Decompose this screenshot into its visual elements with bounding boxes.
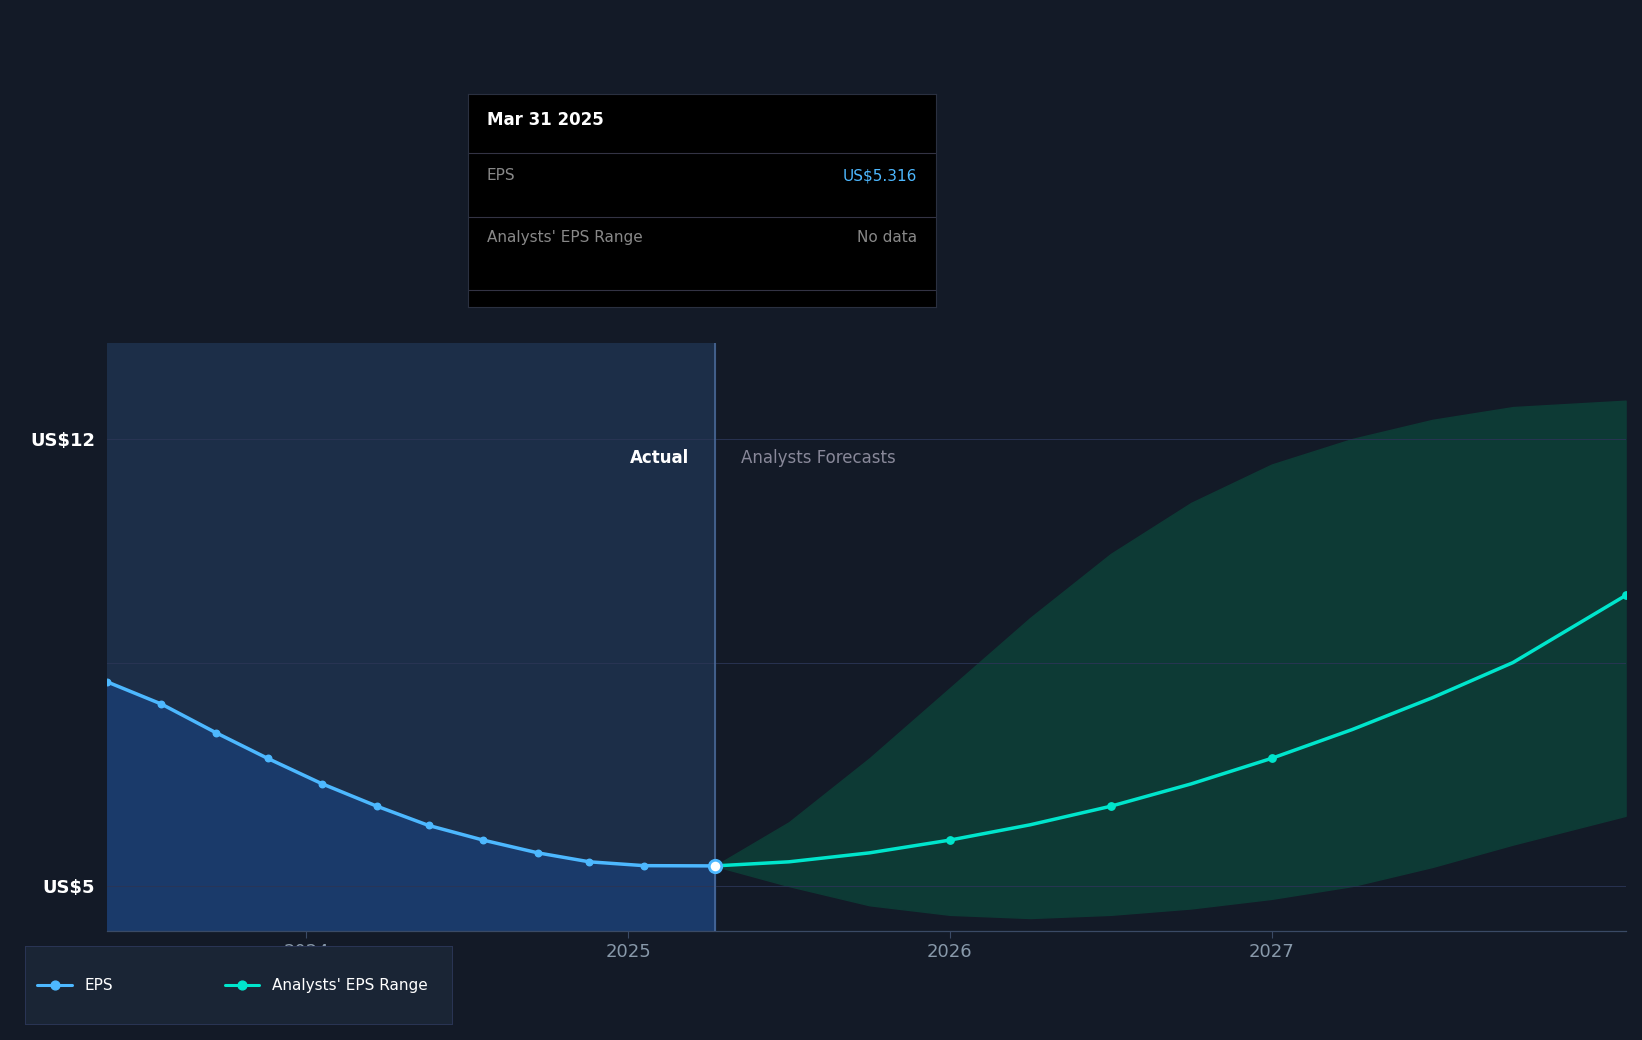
Text: Mar 31 2025: Mar 31 2025 (486, 110, 604, 129)
Point (309, 776, 335, 792)
Bar (107, 343, 714, 931)
Point (936, 832, 962, 849)
Point (204, 725, 230, 742)
Text: EPS: EPS (84, 978, 113, 993)
Point (230, 978, 256, 994)
Text: Actual: Actual (631, 448, 690, 467)
Point (94, 673, 120, 690)
Point (576, 854, 603, 870)
Point (148, 696, 174, 712)
Point (470, 832, 496, 849)
Text: Analysts Forecasts: Analysts Forecasts (741, 448, 895, 467)
Text: US$5.316: US$5.316 (842, 168, 918, 183)
Point (631, 857, 657, 874)
Text: Analysts' EPS Range: Analysts' EPS Range (486, 230, 642, 245)
Point (41, 978, 67, 994)
Point (525, 844, 552, 861)
Point (255, 750, 281, 766)
Text: Analysts' EPS Range: Analysts' EPS Range (273, 978, 429, 993)
Point (1258, 750, 1284, 766)
Point (365, 798, 391, 814)
Point (1097, 798, 1123, 814)
Point (701, 858, 727, 875)
Text: No data: No data (857, 230, 918, 245)
Point (701, 858, 727, 875)
Point (415, 817, 442, 834)
Text: EPS: EPS (486, 168, 516, 183)
Point (1612, 588, 1639, 604)
Point (701, 858, 727, 875)
